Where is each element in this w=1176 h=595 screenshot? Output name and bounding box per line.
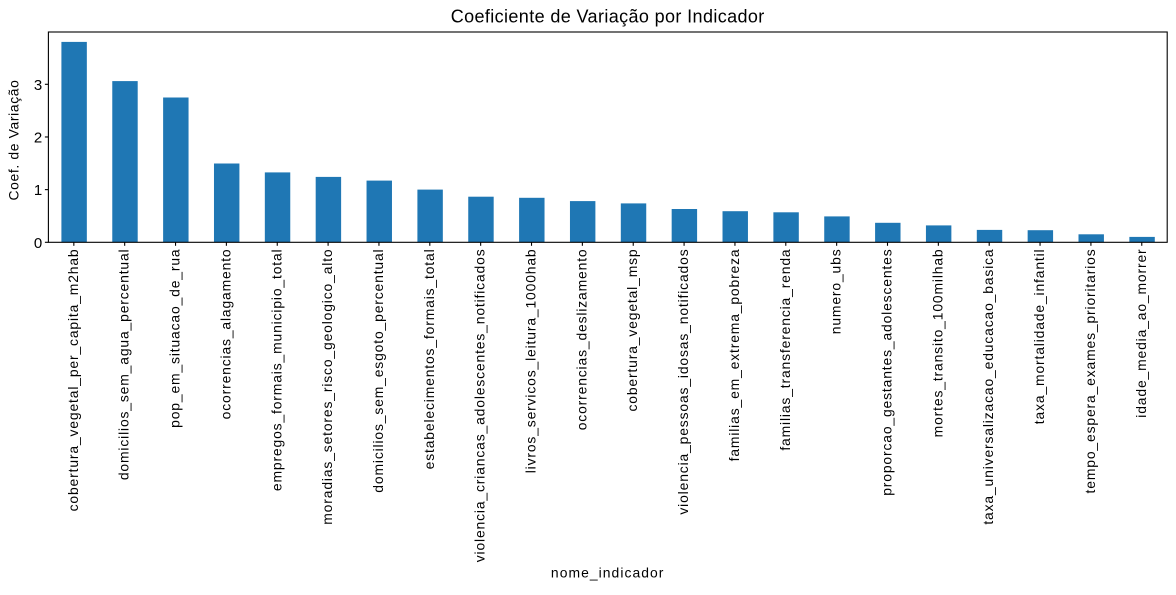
svg-text:tempo_espera_exames_prioritari: tempo_espera_exames_prioritarios <box>1082 249 1098 494</box>
svg-text:domicilios_sem_agua_percentual: domicilios_sem_agua_percentual <box>116 249 132 481</box>
svg-text:3: 3 <box>34 77 42 94</box>
svg-text:violencia_criancas_adolescente: violencia_criancas_adolescentes_notifica… <box>472 249 488 563</box>
svg-text:1: 1 <box>34 182 42 199</box>
svg-text:mortes_transito_100milhab: mortes_transito_100milhab <box>929 249 945 438</box>
svg-text:numero_ubs: numero_ubs <box>828 249 844 335</box>
svg-text:ocorrencias_deslizamento: ocorrencias_deslizamento <box>573 249 589 431</box>
svg-text:taxa_universalizacao_educacao_: taxa_universalizacao_educacao_basica <box>980 249 996 525</box>
svg-text:familias_em_extrema_pobreza: familias_em_extrema_pobreza <box>726 249 742 462</box>
svg-text:cobertura_vegetal_per_capita_m: cobertura_vegetal_per_capita_m2hab <box>65 249 81 512</box>
svg-text:0: 0 <box>34 235 42 252</box>
svg-text:estabelecimentos_formais_total: estabelecimentos_formais_total <box>421 249 437 470</box>
svg-text:familias_transferencia_renda: familias_transferencia_renda <box>777 249 793 451</box>
svg-text:nome_indicador: nome_indicador <box>551 564 665 580</box>
svg-text:proporcao_gestantes_adolescent: proporcao_gestantes_adolescentes <box>879 249 895 496</box>
svg-text:violencia_pessoas_idosas_notif: violencia_pessoas_idosas_notificados <box>675 249 691 515</box>
svg-text:Coeficiente de Variação por In: Coeficiente de Variação por Indicador <box>451 7 765 27</box>
svg-text:2: 2 <box>34 129 42 146</box>
svg-text:Coef. de Variação: Coef. de Variação <box>6 79 22 200</box>
svg-text:moradias_setores_risco_geologi: moradias_setores_risco_geologico_alto <box>319 249 335 525</box>
svg-text:cobertura_vegetal_msp: cobertura_vegetal_msp <box>624 249 640 412</box>
svg-text:empregos_formais_municipio_tot: empregos_formais_municipio_total <box>268 249 284 492</box>
svg-text:taxa_mortalidade_infantil: taxa_mortalidade_infantil <box>1031 249 1047 425</box>
svg-text:livros_servicos_leitura_1000ha: livros_servicos_leitura_1000hab <box>523 249 539 474</box>
svg-text:domicilios_sem_esgoto_percentu: domicilios_sem_esgoto_percentual <box>370 249 386 493</box>
svg-text:pop_em_situacao_de_rua: pop_em_situacao_de_rua <box>167 249 183 428</box>
svg-text:idade_media_ao_morrer: idade_media_ao_morrer <box>1133 249 1149 418</box>
svg-text:ocorrencias_alagamento: ocorrencias_alagamento <box>217 249 233 420</box>
